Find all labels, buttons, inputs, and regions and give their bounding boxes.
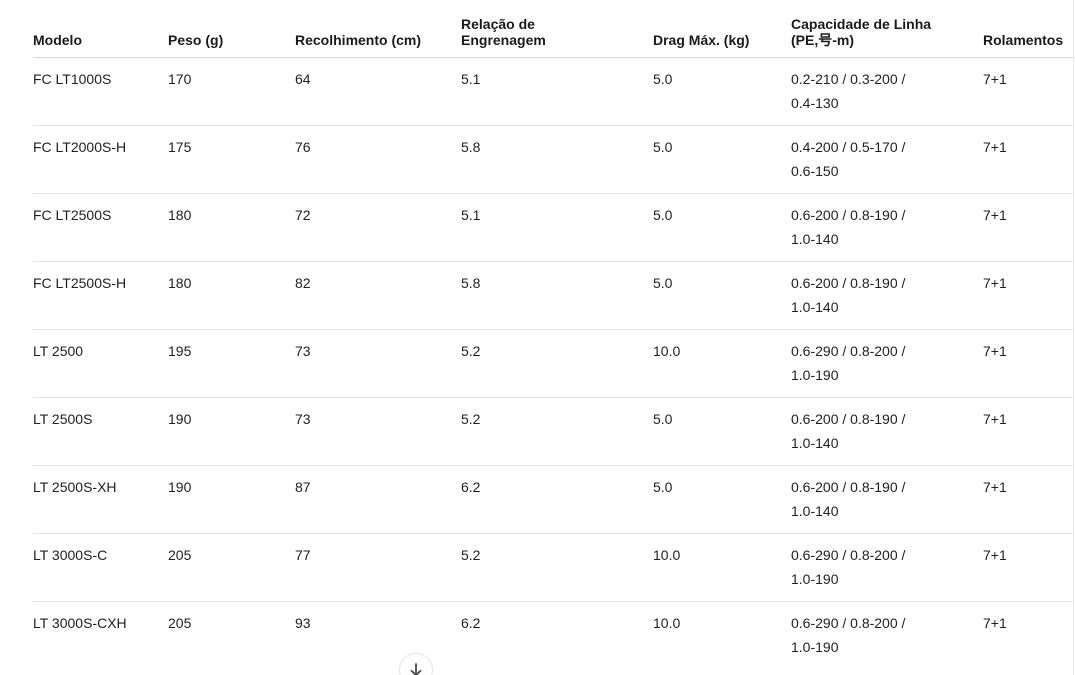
- cell-gear-ratio: 5.8: [461, 261, 653, 330]
- cell-max-drag: 5.0: [653, 397, 791, 466]
- cell-model: FC LT2000S-H: [33, 125, 168, 194]
- table-right-border: [1073, 0, 1074, 675]
- cell-model: FC LT1000S: [33, 57, 168, 126]
- cell-max-drag: 10.0: [653, 329, 791, 398]
- cell-max-drag: 5.0: [653, 465, 791, 534]
- cell-bearings: 7+1: [983, 533, 1073, 602]
- cell-weight: 180: [168, 193, 295, 262]
- cell-weight: 190: [168, 465, 295, 534]
- table-row: LT 2500S 190 73 5.2 5.0 0.6-200 / 0.8-190 / 1…: [33, 397, 1073, 466]
- cell-weight: 205: [168, 533, 295, 602]
- cell-line-capacity: 0.6-290 / 0.8-200 / 1.0-190: [791, 329, 983, 398]
- cell-weight: 175: [168, 125, 295, 194]
- cell-bearings: 7+1: [983, 261, 1073, 330]
- column-header-line-capacity: Capacidade de Linha (PE,号-m): [791, 0, 983, 58]
- cell-retrieve: 64: [295, 57, 461, 126]
- cell-retrieve: 82: [295, 261, 461, 330]
- reel-spec-table: Modelo Peso (g) Recolhimento (cm) Relaçã…: [33, 0, 1073, 669]
- cell-gear-ratio: 6.2: [461, 465, 653, 534]
- cell-gear-ratio: 5.2: [461, 329, 653, 398]
- table-header: Modelo Peso (g) Recolhimento (cm) Relaçã…: [33, 0, 1073, 58]
- cell-model: LT 2500S: [33, 397, 168, 466]
- cell-max-drag: 10.0: [653, 614, 681, 631]
- cell-line-capacity: 0.6-290 / 0.8-200 / 1.0-190: [791, 614, 906, 655]
- cell-bearings: 7+1: [983, 57, 1073, 126]
- cell-gear-ratio: 5.2: [461, 533, 653, 602]
- cell-bearings: 7+1: [983, 193, 1073, 262]
- cell-weight: 195: [168, 329, 295, 398]
- cell-max-drag: 5.0: [653, 57, 791, 126]
- cell-weight: 205: [168, 614, 192, 631]
- cell-weight: 170: [168, 57, 295, 126]
- cell-max-drag: 5.0: [653, 125, 791, 194]
- cell-model: LT 2500S-XH: [33, 465, 168, 534]
- cell-gear-ratio: 5.8: [461, 125, 653, 194]
- table-row: LT 2500S-XH 190 87 6.2 5.0 0.6-200 / 0.8-190 …: [33, 465, 1073, 534]
- cell-model: LT 3000S-CXH: [33, 614, 127, 631]
- cell-line-capacity: 0.4-200 / 0.5-170 / 0.6-150: [791, 125, 983, 194]
- column-header-max-drag: Drag Máx. (kg): [653, 0, 791, 58]
- cell-retrieve: 73: [295, 397, 461, 466]
- cell-line-capacity: 0.6-200 / 0.8-190 / 1.0-140: [791, 261, 983, 330]
- column-header-weight: Peso (g): [168, 0, 295, 58]
- cell-gear-ratio: 5.2: [461, 397, 653, 466]
- cell-max-drag: 5.0: [653, 261, 791, 330]
- cell-retrieve: 77: [295, 533, 461, 602]
- cell-line-capacity: 0.6-200 / 0.8-190 / 1.0-140: [791, 193, 983, 262]
- table-row: FC LT2000S-H 175 76 5.8 5.0 0.4-200 / 0.5-170…: [33, 125, 1073, 194]
- table-row: FC LT1000S 170 64 5.1 5.0 0.2-210 / 0.3-200 /…: [33, 57, 1073, 126]
- cell-weight: 180: [168, 261, 295, 330]
- cell-gear-ratio: 5.1: [461, 193, 653, 262]
- cell-gear-ratio: 6.2: [461, 614, 481, 631]
- table-body: FC LT1000S 170 64 5.1 5.0 0.2-210 / 0.3-200 /…: [33, 57, 1073, 669]
- cell-weight: 190: [168, 397, 295, 466]
- cell-gear-ratio: 5.1: [461, 57, 653, 126]
- cell-model: FC LT2500S: [33, 193, 168, 262]
- table-row: LT 3000S-C 205 77 5.2 10.0 0.6-290 / 0.8-200 …: [33, 533, 1073, 602]
- cell-retrieve: 93: [295, 614, 311, 631]
- cell-bearings: 7+1: [983, 465, 1073, 534]
- cell-retrieve: 73: [295, 329, 461, 398]
- table-row: FC LT2500S 180 72 5.1 5.0 0.6-200 / 0.8-190 /…: [33, 193, 1073, 262]
- cell-retrieve: 87: [295, 465, 461, 534]
- cell-line-capacity: 0.6-290 / 0.8-200 / 1.0-190: [791, 533, 983, 602]
- table-row: LT 3000S-CXH 205 93 6.2 10.0 0.6-290 / 0.8-20…: [33, 601, 1073, 669]
- cell-bearings: 7+1: [983, 614, 1007, 631]
- cell-max-drag: 10.0: [653, 533, 791, 602]
- column-header-gear-ratio: Relação de Engrenagem: [461, 0, 653, 58]
- cell-retrieve: 76: [295, 125, 461, 194]
- column-header-retrieve: Recolhimento (cm): [295, 0, 461, 58]
- cell-bearings: 7+1: [983, 125, 1073, 194]
- cell-model: FC LT2500S-H: [33, 261, 168, 330]
- cell-line-capacity: 0.6-200 / 0.8-190 / 1.0-140: [791, 397, 983, 466]
- cell-model: LT 2500: [33, 329, 168, 398]
- table-row: FC LT2500S-H 180 82 5.8 5.0 0.6-200 / 0.8-190…: [33, 261, 1073, 330]
- cell-bearings: 7+1: [983, 397, 1073, 466]
- cell-model: LT 3000S-C: [33, 533, 168, 602]
- table-row: LT 2500 195 73 5.2 10.0 0.6-290 / 0.8-200 / 1…: [33, 329, 1073, 398]
- cell-bearings: 7+1: [983, 329, 1073, 398]
- column-header-bearings: Rolamentos: [983, 0, 1073, 58]
- cell-line-capacity: 0.2-210 / 0.3-200 / 0.4-130: [791, 57, 983, 126]
- column-header-model: Modelo: [33, 0, 168, 58]
- cell-max-drag: 5.0: [653, 193, 791, 262]
- header-row: Modelo Peso (g) Recolhimento (cm) Relaçã…: [33, 0, 1073, 58]
- cell-retrieve: 72: [295, 193, 461, 262]
- cell-line-capacity: 0.6-200 / 0.8-190 / 1.0-140: [791, 465, 983, 534]
- arrow-down-icon: [408, 662, 424, 675]
